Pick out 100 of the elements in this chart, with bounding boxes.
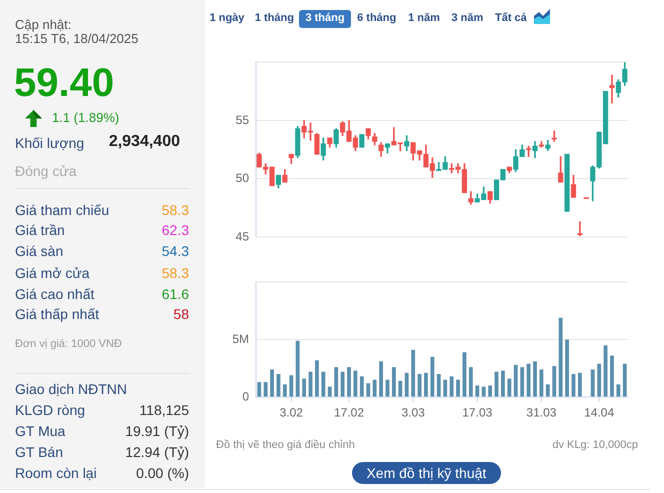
bar xyxy=(379,361,383,396)
text: 2,934,400 xyxy=(108,133,180,150)
bar xyxy=(366,383,370,396)
bar xyxy=(308,372,312,396)
text: 58 xyxy=(173,306,189,322)
bar xyxy=(590,369,595,396)
text: 118,125 xyxy=(139,402,189,418)
bar xyxy=(572,374,576,396)
text: 59.40 xyxy=(14,61,114,105)
bar xyxy=(360,376,364,396)
bar xyxy=(264,382,268,396)
text: Giá mở cửa xyxy=(15,264,90,280)
y-tick-label: 50 xyxy=(236,171,250,186)
text: Đơn vị giá: 1000 VNĐ xyxy=(15,338,122,350)
bar xyxy=(526,364,531,396)
bar xyxy=(282,384,287,396)
bar xyxy=(443,380,448,396)
x-tick-label: 17.03 xyxy=(462,406,493,420)
bar xyxy=(315,360,319,396)
y-tick-label: 0 xyxy=(242,389,250,404)
bar xyxy=(468,367,473,396)
x-tick-label: 3.02 xyxy=(280,406,304,420)
bar xyxy=(507,378,512,396)
text: Khối lượng xyxy=(15,135,84,151)
text: Cập nhật: xyxy=(15,17,72,32)
text: 1 tháng xyxy=(254,12,294,24)
bar xyxy=(418,374,422,396)
bar xyxy=(450,376,454,396)
bar xyxy=(276,374,280,396)
text: 0.00 (%) xyxy=(136,465,189,481)
bar xyxy=(436,374,441,396)
bar xyxy=(386,380,390,396)
x-tick-label: 3.03 xyxy=(401,406,426,420)
bar xyxy=(398,380,402,396)
text: 1.1 (1.89%) xyxy=(52,110,120,125)
text: Giao dịch NĐTNN xyxy=(15,381,128,397)
bar xyxy=(475,386,480,396)
bar xyxy=(430,356,434,396)
text: 61.6 xyxy=(162,286,189,302)
bar xyxy=(404,372,409,396)
x-tick-label: 17.02 xyxy=(334,406,364,420)
bar xyxy=(539,369,544,396)
text: Giá tham chiếu xyxy=(15,202,110,218)
bar xyxy=(296,340,300,396)
text: 12.94 (Tỷ) xyxy=(125,444,189,460)
text: 58.3 xyxy=(162,264,189,280)
bar xyxy=(424,372,428,396)
bar xyxy=(616,384,620,396)
bar xyxy=(610,356,614,396)
bar xyxy=(482,386,486,396)
bar xyxy=(597,364,602,396)
bar xyxy=(520,367,524,396)
bar xyxy=(546,384,550,396)
bar xyxy=(289,375,294,396)
bar xyxy=(411,350,416,396)
bar xyxy=(488,386,492,396)
text: 62.3 xyxy=(162,222,189,238)
text: Giá cao nhất xyxy=(15,286,94,302)
bar xyxy=(558,318,563,396)
text: dv KLg: 10,000cp xyxy=(552,438,638,450)
text: 1 ngày xyxy=(210,12,244,24)
text: Room còn lại xyxy=(15,465,97,481)
text: Giá thấp nhất xyxy=(15,306,100,322)
bar xyxy=(565,340,569,396)
bar xyxy=(552,366,556,396)
bar xyxy=(270,369,274,396)
text: Giá sàn xyxy=(15,243,64,259)
bar xyxy=(514,364,518,396)
text: 19.91 (Tỷ) xyxy=(125,423,189,439)
text: 54.3 xyxy=(162,243,189,259)
text: Đồ thị vẽ theo giá điều chỉnh xyxy=(216,438,355,450)
bar xyxy=(604,345,608,396)
bar xyxy=(501,370,505,396)
bar xyxy=(257,382,262,396)
bar xyxy=(347,367,351,396)
candlestick xyxy=(609,74,615,104)
text: KLGD ròng xyxy=(15,402,86,418)
bar xyxy=(462,352,466,396)
bar xyxy=(494,372,498,396)
text: GT Mua xyxy=(15,423,66,439)
text: Xem đồ thị kỹ thuật xyxy=(366,464,486,480)
bar xyxy=(622,364,627,396)
text: 58.3 xyxy=(162,202,189,218)
y-tick-label: 55 xyxy=(236,112,250,127)
bar xyxy=(456,380,460,396)
bar xyxy=(321,372,326,396)
x-tick-label: 14.04 xyxy=(584,406,614,420)
bar xyxy=(334,367,338,396)
bar xyxy=(340,372,345,396)
bar xyxy=(302,378,306,396)
text: 3 năm xyxy=(451,12,484,24)
text: Giá trần xyxy=(15,222,65,238)
bar xyxy=(578,372,582,396)
x-tick-label: 31.03 xyxy=(526,406,557,420)
text: 3 tháng xyxy=(305,12,345,24)
text: 15:15 T6, 18/04/2025 xyxy=(15,31,138,46)
text: 6 tháng xyxy=(357,12,396,24)
bar xyxy=(353,370,358,396)
bar xyxy=(392,367,396,396)
y-tick-label: 5M xyxy=(232,332,249,346)
